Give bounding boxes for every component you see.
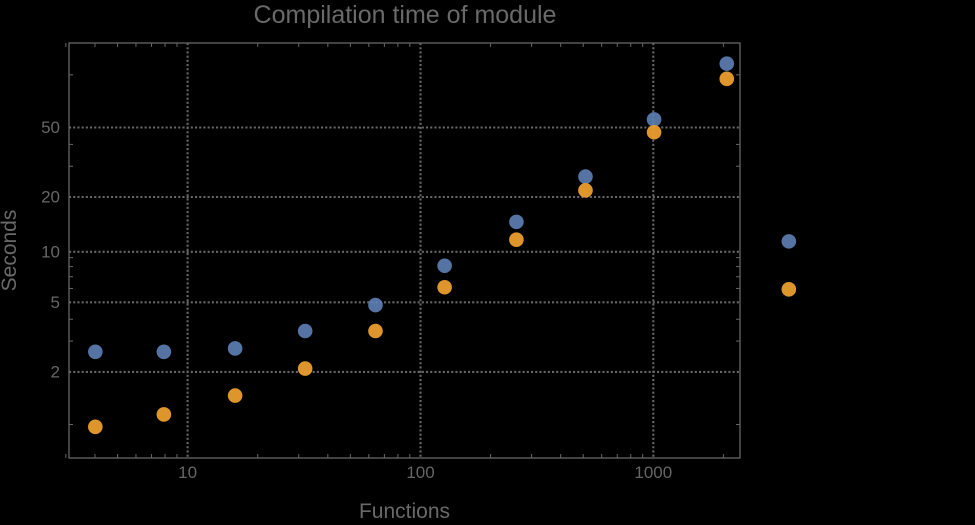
svg-text:20: 20 xyxy=(41,188,60,207)
svg-text:Seconds: Seconds xyxy=(0,210,21,292)
svg-text:Compilation time of module: Compilation time of module xyxy=(254,1,557,29)
svg-text:5: 5 xyxy=(51,293,60,312)
svg-text:2: 2 xyxy=(51,362,60,381)
svg-text:1000: 1000 xyxy=(634,463,672,482)
svg-text:10: 10 xyxy=(178,463,197,482)
svg-text:100: 100 xyxy=(406,463,434,482)
svg-text:10: 10 xyxy=(41,242,60,261)
svg-text:50: 50 xyxy=(41,118,60,137)
svg-text:Functions: Functions xyxy=(359,500,450,523)
